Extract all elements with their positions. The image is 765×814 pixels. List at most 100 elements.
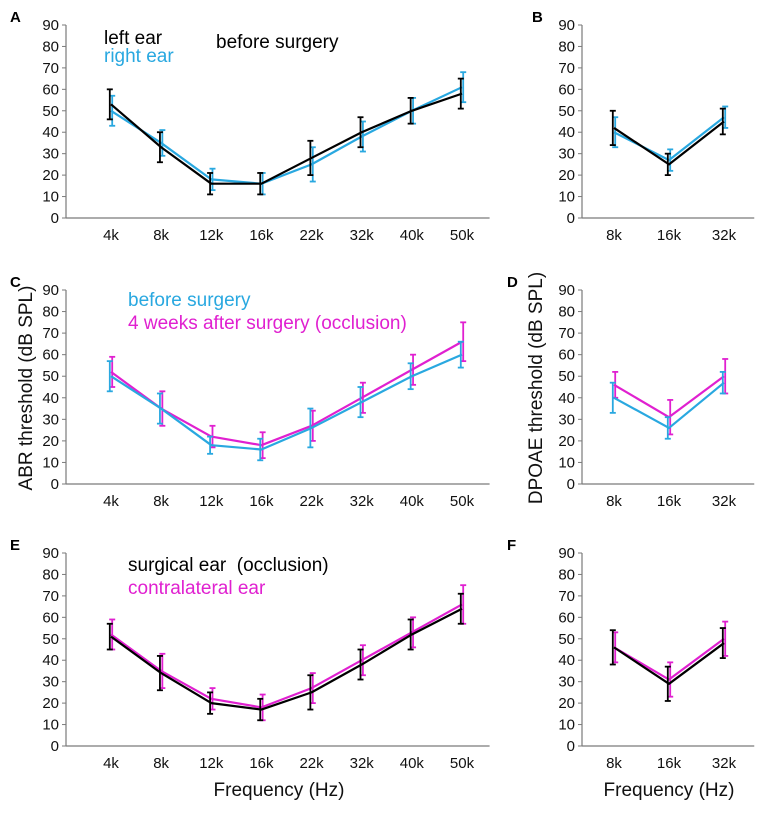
panel-label: C bbox=[10, 274, 21, 291]
series-line bbox=[110, 86, 463, 185]
x-tick-label: 12k bbox=[199, 755, 224, 772]
panel-label: D bbox=[507, 274, 518, 291]
x-tick-label: 4k bbox=[103, 755, 119, 772]
y-tick-label: 40 bbox=[42, 652, 59, 669]
x-tick-label: 8k bbox=[606, 227, 622, 244]
legend-entry: surgical ear (occlusion) bbox=[128, 555, 329, 576]
y-tick-label: 50 bbox=[42, 631, 59, 648]
y-tick-label: 10 bbox=[42, 454, 59, 471]
xlabel-right: Frequency (Hz) bbox=[604, 780, 735, 801]
x-tick-label: 40k bbox=[400, 493, 425, 510]
x-tick-label: 16k bbox=[657, 493, 682, 510]
panel-label: E bbox=[10, 537, 20, 554]
y-tick-label: 0 bbox=[51, 738, 59, 755]
y-tick-label: 0 bbox=[567, 476, 575, 493]
series-line bbox=[613, 381, 725, 430]
legend-entry: contralateral ear bbox=[128, 578, 266, 599]
y-tick-label: 30 bbox=[558, 146, 575, 163]
y-tick-label: 90 bbox=[42, 17, 59, 34]
y-tick-label: 80 bbox=[558, 38, 575, 55]
x-tick-label: 50k bbox=[450, 493, 475, 510]
panel-d: D 0 10 20 30 40 50 60 70 80 90 8k 16k 32k bbox=[507, 274, 755, 510]
panel-label: A bbox=[10, 9, 21, 26]
series-line bbox=[110, 353, 463, 451]
x-tick-label: 8k bbox=[153, 493, 169, 510]
x-tick-label: 16k bbox=[657, 227, 682, 244]
x-tick-label: 22k bbox=[299, 227, 324, 244]
legend-entry: 4 weeks after surgery (occlusion) bbox=[128, 313, 407, 334]
legend-entry: left ear bbox=[104, 28, 163, 49]
ylabel-dpoae: DPOAE threshold (dB SPL) bbox=[526, 272, 547, 504]
y-tick-label: 30 bbox=[42, 411, 59, 428]
x-tick-label: 8k bbox=[153, 755, 169, 772]
y-tick-label: 50 bbox=[558, 368, 575, 385]
y-tick-label: 10 bbox=[558, 189, 575, 206]
y-tick-label: 0 bbox=[567, 210, 575, 227]
panel-b: B 0 10 20 30 40 50 60 70 80 90 8k 16k 32k bbox=[532, 9, 755, 244]
series-line bbox=[110, 607, 463, 711]
y-tick-label: 0 bbox=[51, 210, 59, 227]
y-tick-label: 50 bbox=[558, 631, 575, 648]
xlabel-left: Frequency (Hz) bbox=[214, 780, 345, 801]
x-tick-label: 22k bbox=[299, 493, 324, 510]
x-tick-label: 8k bbox=[153, 227, 169, 244]
y-tick-label: 10 bbox=[42, 717, 59, 734]
x-tick-label: 8k bbox=[606, 493, 622, 510]
y-tick-label: 80 bbox=[42, 38, 59, 55]
x-tick-label: 40k bbox=[400, 227, 425, 244]
y-tick-label: 20 bbox=[558, 433, 575, 450]
x-tick-label: 40k bbox=[400, 755, 425, 772]
legend-entry: right ear bbox=[104, 46, 174, 67]
y-tick-label: 30 bbox=[42, 146, 59, 163]
y-tick-label: 0 bbox=[51, 476, 59, 493]
y-tick-label: 60 bbox=[42, 347, 59, 364]
y-tick-label: 10 bbox=[558, 717, 575, 734]
y-tick-label: 80 bbox=[42, 304, 59, 321]
legend-entry: before surgery bbox=[128, 290, 251, 311]
y-tick-label: 60 bbox=[558, 347, 575, 364]
x-tick-label: 16k bbox=[249, 755, 274, 772]
y-tick-label: 50 bbox=[558, 103, 575, 120]
x-tick-label: 32k bbox=[350, 755, 375, 772]
y-tick-label: 20 bbox=[558, 695, 575, 712]
x-tick-label: 12k bbox=[199, 493, 224, 510]
y-tick-label: 90 bbox=[42, 282, 59, 299]
series-line bbox=[110, 92, 463, 185]
y-tick-label: 50 bbox=[42, 103, 59, 120]
y-tick-label: 30 bbox=[558, 674, 575, 691]
y-tick-label: 70 bbox=[558, 325, 575, 342]
series-line bbox=[110, 340, 463, 447]
x-tick-label: 4k bbox=[103, 227, 119, 244]
x-tick-label: 16k bbox=[657, 755, 682, 772]
x-tick-label: 32k bbox=[712, 493, 737, 510]
y-tick-label: 10 bbox=[558, 454, 575, 471]
ylabel-abr: ABR threshold (dB SPL) bbox=[16, 286, 37, 491]
y-tick-label: 20 bbox=[42, 167, 59, 184]
y-tick-label: 40 bbox=[558, 390, 575, 407]
series-line bbox=[613, 642, 725, 685]
panel-a: A 0 10 20 30 40 50 60 70 80 90 4k 8k 12k 16k 22k 32k 40k 5… bbox=[10, 9, 490, 244]
panel-e: E 0 10 20 30 40 50 60 70 80 90 4k 8k 12k 16k 22k 32k 40k 5… bbox=[10, 537, 490, 772]
x-tick-label: 32k bbox=[712, 755, 737, 772]
series-line bbox=[613, 637, 725, 681]
x-tick-label: 12k bbox=[199, 227, 224, 244]
y-tick-label: 70 bbox=[42, 60, 59, 77]
series-line bbox=[110, 603, 463, 709]
x-tick-label: 8k bbox=[606, 755, 622, 772]
y-tick-label: 70 bbox=[558, 60, 575, 77]
x-tick-label: 50k bbox=[450, 227, 475, 244]
panel-f: F 0 10 20 30 40 50 60 70 80 90 8k 16k 32k bbox=[507, 537, 755, 772]
x-tick-label: 32k bbox=[712, 227, 737, 244]
y-tick-label: 40 bbox=[42, 390, 59, 407]
panel-label: F bbox=[507, 537, 516, 554]
y-tick-label: 40 bbox=[558, 124, 575, 141]
y-tick-label: 90 bbox=[558, 17, 575, 34]
panel-label: B bbox=[532, 9, 543, 26]
y-tick-label: 70 bbox=[42, 325, 59, 342]
series-line bbox=[613, 116, 725, 162]
y-tick-label: 60 bbox=[558, 81, 575, 98]
y-tick-label: 50 bbox=[42, 368, 59, 385]
y-tick-label: 70 bbox=[558, 588, 575, 605]
y-tick-label: 40 bbox=[42, 124, 59, 141]
